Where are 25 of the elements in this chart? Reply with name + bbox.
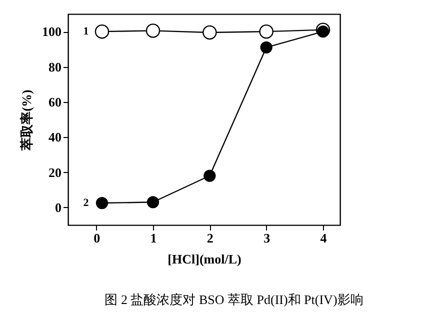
point [204,170,216,182]
point [146,24,160,38]
y-tick-label: 40 [48,130,62,145]
x-tick-label: 1 [150,230,157,246]
x-tick-label: 0 [94,230,100,246]
x-axis-title: [HCl](mol/L) [168,252,242,266]
series-label: 2 [83,197,90,210]
x-tick-label: 2 [206,230,214,246]
y-tick-label: 0 [55,200,62,215]
point [316,26,330,38]
y-axis-title: 萃取率(%) [19,90,34,152]
point [260,41,272,54]
point [259,24,274,39]
point [202,25,217,40]
caption: 图 2 盐酸浓度对 BSO 萃取 Pd(II)和 Pt(IV)影响 [104,292,364,307]
y-tick-label: 80 [48,59,62,74]
point [94,24,110,39]
point [146,196,160,208]
series-label: 1 [83,26,89,38]
x-tick-label: 3 [264,230,271,246]
y-tick-label: 20 [48,164,62,180]
x-tick-label: 4 [320,230,328,246]
point [96,196,108,210]
y-tick-label: 100 [42,24,62,40]
y-tick-label: 60 [48,94,62,110]
